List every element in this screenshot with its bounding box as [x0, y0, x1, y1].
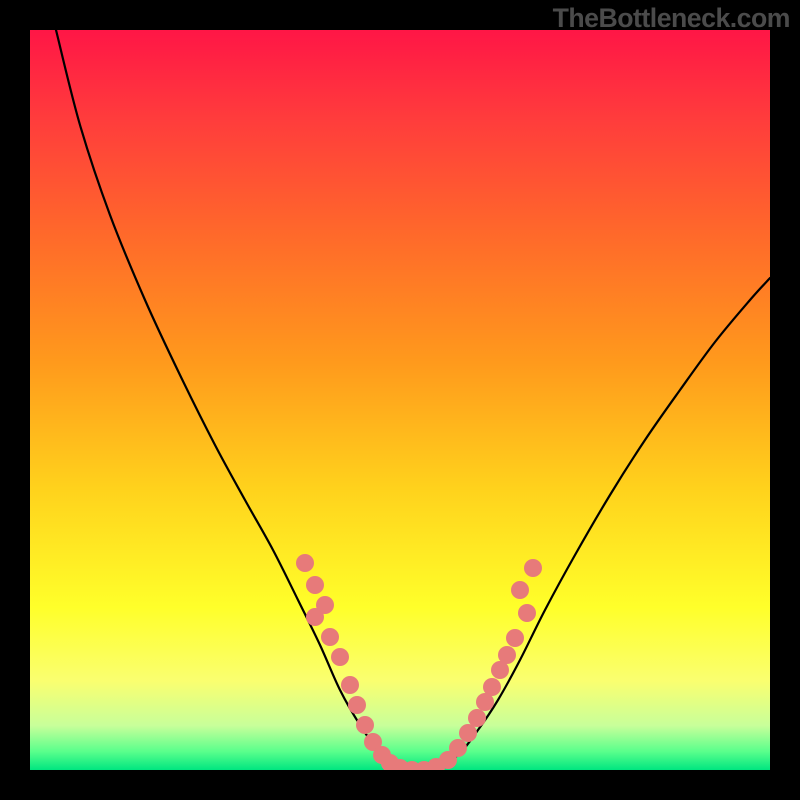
data-point	[459, 724, 477, 742]
chart-frame	[30, 30, 770, 770]
bottleneck-curve-chart	[30, 30, 770, 770]
data-point	[483, 678, 501, 696]
chart-background	[30, 30, 770, 770]
data-point	[341, 676, 359, 694]
data-point	[518, 604, 536, 622]
data-point	[306, 608, 324, 626]
data-point	[348, 696, 366, 714]
data-point	[331, 648, 349, 666]
data-point	[449, 739, 467, 757]
data-point	[524, 559, 542, 577]
data-point	[506, 629, 524, 647]
data-point	[321, 628, 339, 646]
data-point	[468, 709, 486, 727]
data-point	[296, 554, 314, 572]
data-point	[356, 716, 374, 734]
data-point	[498, 646, 516, 664]
data-point	[306, 576, 324, 594]
data-point	[511, 581, 529, 599]
